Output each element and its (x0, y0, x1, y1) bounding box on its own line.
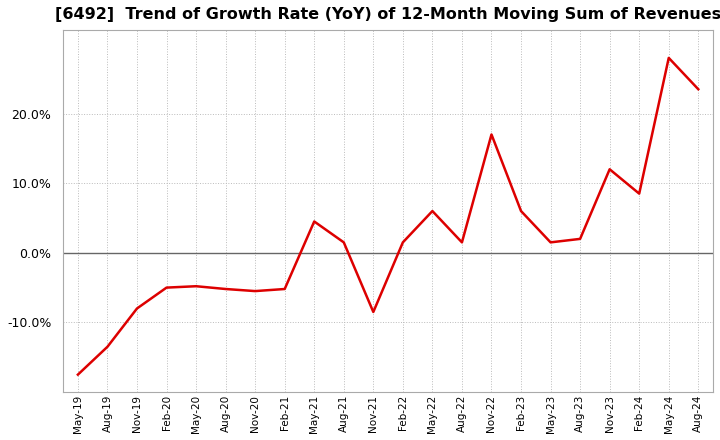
Title: [6492]  Trend of Growth Rate (YoY) of 12-Month Moving Sum of Revenues: [6492] Trend of Growth Rate (YoY) of 12-… (55, 7, 720, 22)
